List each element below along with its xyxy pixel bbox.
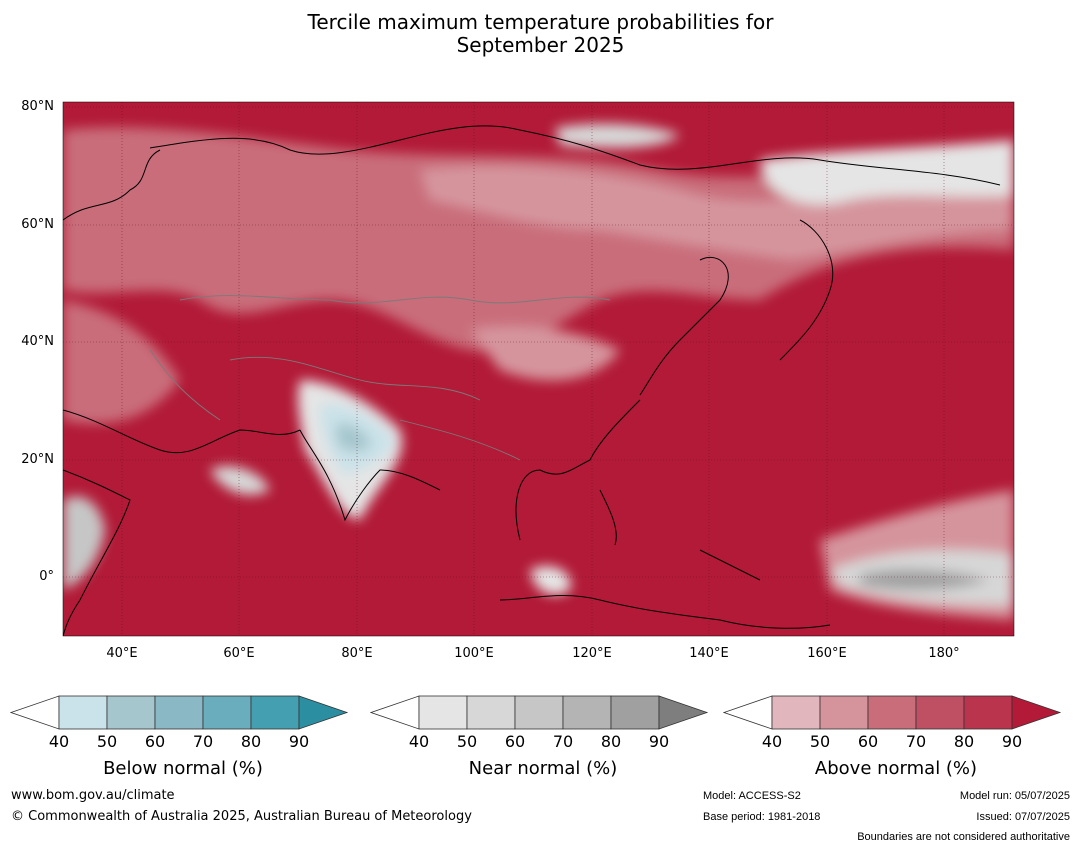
mongolia-light-region [470, 326, 620, 381]
lat-label-60n: 60°N [21, 217, 54, 232]
below-colorbar-tick: 60 [144, 732, 166, 751]
above-colorbar-segment [819, 695, 869, 730]
east-siberia-near-normal-region [760, 140, 1014, 205]
below-colorbar-tick: 70 [192, 732, 214, 751]
below-colorbar-segment [106, 695, 156, 730]
lon-label-160e: 160°E [807, 646, 847, 661]
near-colorbar-tick: 90 [648, 732, 670, 751]
near-colorbar-segment [562, 695, 612, 730]
near-colorbar-tick: 70 [552, 732, 574, 751]
near-colorbar-segment [466, 695, 516, 730]
above-colorbar-tick: 70 [905, 732, 927, 751]
below-colorbar-min-extension [9, 695, 60, 730]
below-normal-colorbar-swatches [9, 695, 349, 730]
below-colorbar-tick: 40 [48, 732, 70, 751]
near-colorbar-segment [610, 695, 660, 730]
lon-label-140e: 140°E [689, 646, 729, 661]
near-normal-title: Near normal (%) [468, 758, 618, 779]
copyright-text: © Commonwealth of Australia 2025, Austra… [11, 809, 472, 824]
arctic-near-normal-region [555, 123, 680, 148]
above-colorbar-max-extension [1011, 695, 1062, 730]
above-colorbar-tick: 90 [1001, 732, 1023, 751]
near-colorbar-tick: 40 [408, 732, 430, 751]
below-colorbar-segment [58, 695, 108, 730]
country-boundaries [149, 295, 611, 461]
below-colorbar-tick: 50 [96, 732, 118, 751]
above-normal-colorbar: Above normal (%) 40 50 60 70 80 90 [722, 690, 1069, 790]
graticule [63, 102, 1014, 636]
below-colorbar-segment [154, 695, 204, 730]
model-run-text: Model run: 05/07/2025 [959, 790, 1070, 802]
near-colorbar-max-extension [658, 695, 709, 730]
above-colorbar-tick: 60 [857, 732, 879, 751]
lon-label-80e: 80°E [341, 646, 373, 661]
lon-label-60e: 60°E [223, 646, 255, 661]
disclaimer-text: Boundaries are not considered authoritat… [857, 831, 1070, 843]
below-colorbar-tick: 80 [240, 732, 262, 751]
above-colorbar-segment [915, 695, 965, 730]
website-link[interactable]: www.bom.gov.au/climate [11, 788, 175, 803]
base-period-text: Base period: 1981-2018 [703, 811, 821, 823]
near-colorbar-segment [514, 695, 564, 730]
probability-field [63, 102, 1014, 636]
india-below-normal-core [335, 423, 372, 452]
below-colorbar-max-extension [298, 695, 349, 730]
below-colorbar-tick: 90 [288, 732, 310, 751]
east-africa-near-normal [63, 496, 105, 590]
lon-label-180: 180° [928, 646, 960, 661]
near-normal-colorbar: Near normal (%) 40 50 60 70 80 90 [369, 690, 716, 790]
above-colorbar-segment [771, 695, 821, 730]
model-text: Model: ACCESS-S2 [703, 790, 801, 802]
above-colorbar-tick: 40 [761, 732, 783, 751]
lat-label-40n: 40°N [21, 334, 54, 349]
lon-label-100e: 100°E [454, 646, 494, 661]
lat-label-80n: 80°N [21, 99, 54, 114]
above-colorbar-tick: 80 [953, 732, 975, 751]
lon-label-40e: 40°E [106, 646, 138, 661]
above-normal-title: Above normal (%) [814, 758, 978, 779]
above-colorbar-segment [867, 695, 917, 730]
near-colorbar-tick: 60 [504, 732, 526, 751]
pacific-near-normal-core [860, 569, 990, 590]
lat-label-0: 0° [39, 569, 54, 584]
issued-text: Issued: 07/07/2025 [976, 811, 1070, 823]
lat-label-20n: 20°N [21, 452, 54, 467]
below-colorbar-segment [250, 695, 300, 730]
near-colorbar-tick: 50 [456, 732, 478, 751]
near-colorbar-tick: 80 [600, 732, 622, 751]
below-normal-title: Below normal (%) [103, 758, 263, 779]
above-colorbar-tick: 50 [809, 732, 831, 751]
lon-label-120e: 120°E [572, 646, 612, 661]
middle-east-light-region [63, 300, 180, 424]
above-colorbar-min-extension [722, 695, 773, 730]
map-frame [62, 101, 1015, 637]
near-colorbar-segment [418, 695, 468, 730]
above-normal-colorbar-swatches [722, 695, 1062, 730]
arabian-sea-near-normal [210, 466, 270, 495]
below-colorbar-segment [202, 695, 252, 730]
near-normal-colorbar-swatches [369, 695, 709, 730]
borneo-near-normal [530, 566, 571, 595]
above-colorbar-segment [963, 695, 1013, 730]
chart-title-line-2: September 2025 [456, 33, 625, 57]
below-normal-colorbar: Below normal (%) 40 50 60 70 80 90 [9, 690, 356, 790]
coastlines [63, 125, 1001, 636]
chart-title-line-1: Tercile maximum temperature probabilitie… [307, 10, 774, 34]
near-colorbar-min-extension [369, 695, 420, 730]
